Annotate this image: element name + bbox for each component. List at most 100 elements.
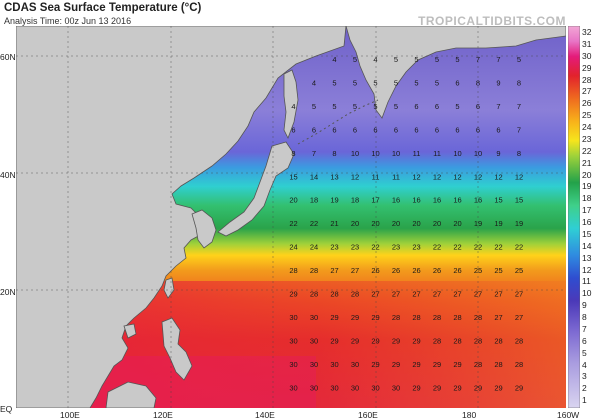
sst-value: 30 [289,360,297,369]
sst-value: 5 [332,78,336,87]
sst-value: 10 [392,149,400,158]
sst-value: 19 [515,219,523,228]
colorbar-tick: 1 [582,395,587,406]
sst-value: 16 [453,196,461,205]
sst-value: 25 [515,266,523,275]
sst-value: 29 [371,360,379,369]
sst-value: 30 [289,337,297,346]
sst-value: 5 [435,78,439,87]
sst-value: 6 [455,78,459,87]
sst-value: 5 [353,102,357,111]
sst-value: 20 [433,219,441,228]
sst-value: 6 [312,125,316,134]
sst-value: 27 [351,266,359,275]
sst-value: 7 [496,55,500,64]
colorbar-tick: 13 [582,252,592,263]
sst-value: 29 [392,360,400,369]
sst-value: 30 [310,337,318,346]
sst-value: 17 [371,196,379,205]
sst-value: 29 [494,383,502,392]
sst-value: 11 [413,149,421,158]
sst-value: 5 [435,55,439,64]
colorbar-tick: 17 [582,205,592,216]
kamchatka [345,26,566,119]
analysis-time: Analysis Time: 00z Jun 13 2016 [4,16,132,26]
sst-value: 30 [330,360,338,369]
colorbar-tick: 28 [582,74,592,85]
sst-value: 5 [353,55,357,64]
sst-value: 7 [476,55,480,64]
sst-value: 6 [353,125,357,134]
sst-value: 27 [433,290,441,299]
lon-label-120e: 120E [153,410,173,420]
philippines [161,317,193,381]
sst-value: 11 [433,149,441,158]
sst-value: 20 [453,219,461,228]
sst-value: 5 [373,102,377,111]
sst-value: 28 [412,313,420,322]
lat-label-40n: 40N [0,170,16,180]
sst-value: 28 [330,290,338,299]
sst-value: 28 [474,360,482,369]
sst-value: 30 [392,383,400,392]
sst-value: 12 [351,172,359,181]
sst-value: 16 [474,196,482,205]
sst-value: 6 [332,125,336,134]
sst-value: 12 [474,172,482,181]
sst-value: 5 [373,78,377,87]
sst-value: 30 [351,383,359,392]
sst-value: 22 [310,219,318,228]
sst-value: 10 [453,149,461,158]
sst-value: 6 [373,125,377,134]
brand-watermark: TROPICALTIDBITS.COM [418,14,566,28]
sst-value: 23 [392,243,400,252]
sst-value: 30 [330,383,338,392]
sst-value: 28 [289,266,297,275]
sst-value: 29 [433,360,441,369]
colorbar-tick: 8 [582,312,587,322]
sst-value: 7 [496,102,500,111]
colorbar-tick: 29 [582,62,592,73]
sst-value: 16 [412,196,420,205]
sst-value: 29 [412,337,420,346]
lon-label-160e: 160E [358,410,378,420]
sst-value: 22 [474,243,482,252]
sst-value: 26 [371,266,379,275]
colorbar-tick: 12 [582,264,592,275]
sst-value: 27 [330,266,338,275]
sst-value: 27 [453,290,461,299]
sst-value: 5 [332,102,336,111]
sst-value: 29 [330,313,338,322]
sst-value: 27 [515,290,523,299]
lon-label-160w: 160W [557,410,580,420]
sst-value: 28 [392,313,400,322]
sst-value: 6 [435,125,439,134]
sst-value: 8 [517,78,521,87]
sst-value: 6 [414,102,418,111]
sst-value: 22 [453,243,461,252]
hainan [123,323,137,339]
sst-value: 27 [494,313,502,322]
sst-value: 28 [351,290,359,299]
colorbar-tick: 15 [582,228,592,239]
borneo [105,381,157,408]
sst-value: 5 [455,55,459,64]
sst-value: 4 [312,78,316,87]
sst-value: 28 [433,337,441,346]
sst-value: 29 [515,383,523,392]
lat-label-20n: 20N [0,287,16,297]
sst-value: 28 [494,337,502,346]
sst-value: 10 [351,149,359,158]
sst-value: 6 [414,125,418,134]
sst-value: 26 [433,266,441,275]
sst-value: 11 [372,172,380,181]
colorbar-tick: 4 [582,359,587,370]
sst-value: 15 [515,196,523,205]
sst-value: 26 [412,266,420,275]
sst-value: 5 [394,102,398,111]
sst-value: 29 [289,290,297,299]
sst-value: 22 [289,219,297,228]
colorbar-tick: 3 [582,371,587,382]
sst-value: 24 [310,243,318,252]
sst-value: 28 [310,290,318,299]
